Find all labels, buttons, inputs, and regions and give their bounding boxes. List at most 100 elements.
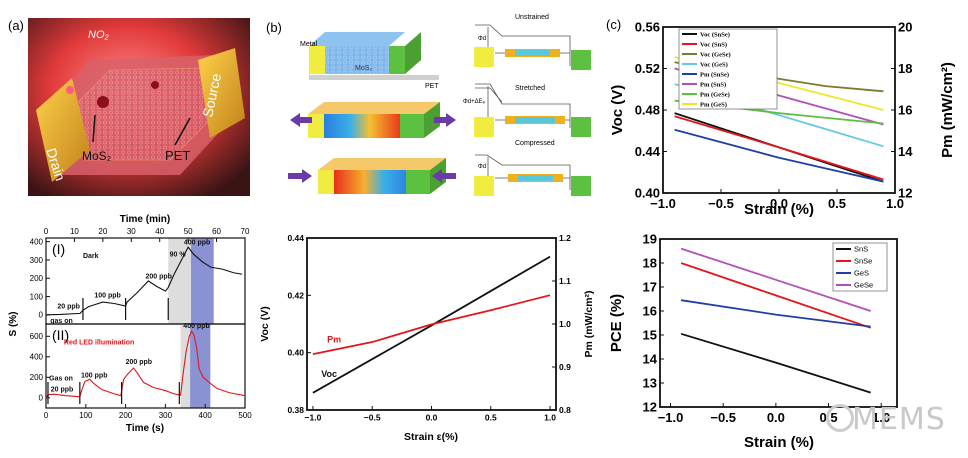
watermark-text: MEMS [852, 402, 946, 437]
annotation: 200 ppb [146, 273, 172, 280]
x-tick-label: 20 [98, 227, 107, 236]
annotation: 200 ppb [126, 359, 152, 366]
metal-label: Metal [300, 41, 318, 48]
x-tick-label: 1.0 [886, 196, 904, 211]
x-tick-label: 1.0 [544, 413, 556, 423]
x-tick-label: 0.0 [767, 410, 785, 425]
legend-label: SnS [854, 245, 868, 254]
subpanel-label: (II) [52, 327, 69, 343]
legend-box [678, 28, 778, 110]
x-tick-label: 0.0 [770, 196, 788, 211]
y-tick-label: 12 [643, 400, 657, 415]
series-line-ges [680, 299, 871, 328]
x-tick-label: 30 [127, 227, 136, 236]
shaded-region [180, 324, 191, 408]
y-tick-label: 0.52 [635, 61, 660, 76]
y-tick-label: 16 [643, 304, 657, 319]
y-tick-label: 200 [30, 274, 44, 283]
x-axis-label: Strain (%) [744, 201, 814, 218]
pet-label: PET [165, 148, 190, 163]
legend-label: Pm (GeS) [700, 101, 727, 108]
y-axis-label: Voc (V) [609, 85, 626, 136]
x-tick-label: −1.0 [658, 410, 684, 425]
y-tick-label: 19 [643, 232, 657, 247]
y-axis-label: PCE (%) [608, 294, 625, 352]
x-tick-label: 100 [79, 411, 93, 420]
x-tick-label: 500 [238, 411, 252, 420]
series-line-red-led-illumination [45, 329, 246, 399]
legend-label: SnSe [854, 257, 872, 266]
mos2-label: MoS₂ [82, 149, 112, 163]
x-axis-label: Time (min) [120, 214, 170, 225]
y-tick-label: 13 [643, 376, 657, 391]
y-tick-label: 0.40 [635, 186, 660, 201]
legend-label: Voc (SnSe) [700, 31, 730, 38]
shaded-region [190, 324, 211, 408]
phi-unstrained-label: Φd [478, 36, 486, 42]
y2-tick-label: 18 [898, 61, 912, 76]
y2-axis-label: Pm (mW/cm²) [583, 290, 595, 357]
x-tick-label: 0 [44, 227, 49, 236]
annotation: Red LED illumination [64, 339, 134, 346]
shaded-region [168, 238, 191, 324]
plot-frame [45, 237, 246, 325]
stretch-arrow-left-icon [290, 113, 312, 127]
series-line-pm-snse- [674, 128, 884, 183]
x-tick-label: −0.5 [364, 413, 381, 423]
x-tick-label: −1.0 [305, 413, 322, 423]
y-tick-label: 400 [30, 353, 44, 362]
chart-d-top: 0 10 20 30 40 50 60 70 0 100 200 300 400 Time (min) S … [8, 214, 250, 337]
y2-tick-label: 1.2 [559, 233, 571, 243]
y-tick-label: 600 [30, 332, 44, 341]
y-tick-label: 17 [643, 280, 657, 295]
series-line-gese [680, 247, 871, 312]
y-tick-label: 200 [30, 373, 44, 382]
pet-slab-label: PET [425, 83, 439, 90]
annotation: 400 ppb [183, 323, 209, 330]
shaded-region [190, 238, 214, 324]
y2-tick-label: 14 [898, 144, 913, 159]
panel-b-strain-illustration: (b) Metal MoS₂ PET [266, 14, 591, 196]
y2-tick-label: 0.9 [559, 362, 571, 372]
y-tick-label: 15 [643, 328, 657, 343]
legend-label: Pm (SnS) [700, 81, 726, 88]
annotation: Pm [327, 335, 341, 345]
y-tick-label: 400 [30, 237, 44, 246]
y-tick-label: 0.42 [287, 290, 304, 300]
x-tick-label: 50 [184, 227, 193, 236]
y2-axis-label: Pm (mW/cm²) [939, 62, 956, 158]
legend-label: Voc (GeSe) [700, 51, 731, 58]
x-axis-label: Strain (%) [744, 434, 814, 451]
x-tick-label: −0.5 [708, 196, 734, 211]
x-tick-label: 70 [241, 227, 250, 236]
legend-label: GeS [854, 269, 869, 278]
x-tick-label: −1.0 [650, 196, 676, 211]
annotation: 90 % [170, 251, 187, 258]
y-tick-label: 0 [39, 311, 44, 320]
mos2-pointer [92, 114, 96, 143]
stretch-arrow-right-icon [434, 113, 456, 127]
y2-tick-label: 1.1 [559, 276, 571, 286]
pet-pointer [174, 117, 191, 146]
y-axis-label: S (%) [8, 312, 19, 337]
y2-tick-label: 1.0 [559, 319, 571, 329]
y-tick-label: 0.38 [287, 405, 304, 415]
y-tick-label: 14 [643, 352, 658, 367]
unstrained-label: Unstrained [515, 14, 549, 21]
x-tick-label: 0 [44, 411, 49, 420]
mos2-slab-label: MoS₂ [355, 65, 372, 72]
panel-label-b: (b) [266, 20, 282, 35]
panel-a-device-illustration: (a) NO₂ Drain Source MoS₂ PET [8, 18, 250, 196]
y2-tick-label: 0.8 [559, 405, 571, 415]
phi-stretched-label: Φd+ΔEₚ [463, 99, 486, 105]
y2-tick-label: 12 [898, 186, 912, 201]
x-axis-label: Time (s) [126, 423, 164, 434]
legend-box [832, 242, 888, 292]
chart-c-top: −1.0 −0.5 0.0 0.5 1.0 0.40 0.44 0.48 0.52 0.56 12 1… [609, 20, 956, 218]
series-line-voc [312, 255, 551, 394]
series-line-sns [680, 332, 871, 394]
y2-tick-label: 16 [898, 103, 912, 118]
y-tick-label: 0.44 [287, 233, 304, 243]
watermark: MEMS [822, 402, 946, 437]
